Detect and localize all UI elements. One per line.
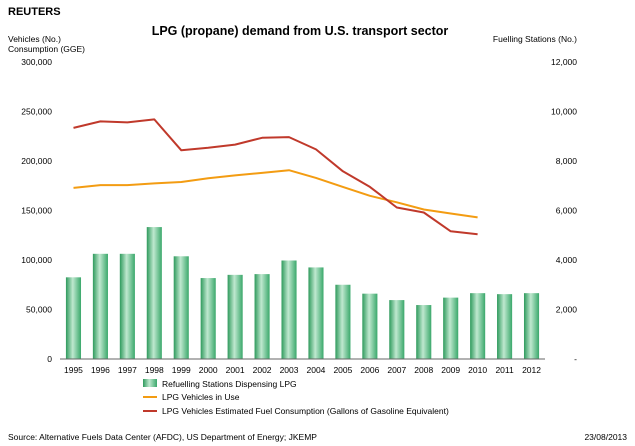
bar-stations-2011 xyxy=(497,294,513,359)
right-tick-label: 12,000 xyxy=(551,57,577,67)
legend-label-vehicles: LPG Vehicles in Use xyxy=(162,392,240,402)
left-tick-label: 50,000 xyxy=(26,305,52,315)
x-tick-label: 2012 xyxy=(522,365,541,375)
legend-swatch-stations xyxy=(143,379,157,387)
x-tick-label: 1995 xyxy=(64,365,83,375)
bar-stations-2005 xyxy=(335,284,351,359)
left-tick-label: 150,000 xyxy=(21,206,52,216)
bar-stations-2001 xyxy=(227,274,243,359)
x-tick-label: 2006 xyxy=(360,365,379,375)
bar-stations-2008 xyxy=(416,305,432,359)
bar-stations-2003 xyxy=(281,260,297,359)
bar-stations-1998 xyxy=(146,227,162,359)
x-tick-label: 2011 xyxy=(495,365,514,375)
right-tick-label: - xyxy=(574,354,577,364)
bar-stations-2009 xyxy=(443,297,459,359)
x-tick-label: 1996 xyxy=(91,365,110,375)
line-fuel-consumption xyxy=(73,118,478,236)
right-tick-label: 4,000 xyxy=(556,255,578,265)
bar-stations-2006 xyxy=(362,293,378,359)
chart-title: LPG (propane) demand from U.S. transport… xyxy=(152,24,449,38)
left-tick-label: 300,000 xyxy=(21,57,52,67)
x-tick-label: 2003 xyxy=(280,365,299,375)
x-tick-label: 1998 xyxy=(145,365,164,375)
left-axis-label-line-2: Consumption (GGE) xyxy=(8,44,85,54)
x-tick-label: 2002 xyxy=(253,365,272,375)
line-series xyxy=(73,118,478,236)
bar-stations-1997 xyxy=(119,253,135,359)
legend: Refuelling Stations Dispensing LPG LPG V… xyxy=(143,379,449,416)
right-axis-label: Fuelling Stations (No.) xyxy=(493,34,577,44)
legend-label-stations: Refuelling Stations Dispensing LPG xyxy=(162,379,297,389)
right-tick-label: 8,000 xyxy=(556,156,578,166)
bar-stations-2007 xyxy=(389,300,405,359)
source-note: Source: Alternative Fuels Data Center (A… xyxy=(8,432,317,442)
bar-series xyxy=(65,227,540,359)
bar-stations-1996 xyxy=(92,253,108,359)
x-tick-label: 2008 xyxy=(414,365,433,375)
x-tick-label: 2004 xyxy=(307,365,326,375)
right-axis-ticks: - 2,000 4,000 6,000 8,000 10,000 12,000 xyxy=(551,57,577,364)
x-axis-tick-labels: 1995 1996 1997 1998 1999 2000 2001 2002 2003 2004… xyxy=(64,365,541,375)
left-tick-label: 250,000 xyxy=(21,107,52,117)
left-axis-ticks: 0 50,000 100,000 150,000 200,000 250,000 300,0… xyxy=(21,57,52,364)
left-axis-label-line-1: Vehicles (No.) xyxy=(8,34,61,44)
bar-stations-2010 xyxy=(470,293,486,359)
right-tick-label: 2,000 xyxy=(556,305,578,315)
bar-stations-2002 xyxy=(254,274,270,359)
line-vehicles-in-use xyxy=(73,169,478,219)
right-tick-label: 10,000 xyxy=(551,107,577,117)
x-tick-label: 2005 xyxy=(333,365,352,375)
x-tick-label: 2009 xyxy=(441,365,460,375)
legend-label-fuel: LPG Vehicles Estimated Fuel Consumption … xyxy=(162,406,449,416)
x-tick-label: 1999 xyxy=(172,365,191,375)
x-tick-label: 1997 xyxy=(118,365,137,375)
bar-stations-2012 xyxy=(523,293,540,359)
bar-stations-2000 xyxy=(200,278,216,359)
bar-stations-2004 xyxy=(308,267,324,359)
left-tick-label: 100,000 xyxy=(21,255,52,265)
x-tick-label: 2000 xyxy=(199,365,218,375)
x-tick-label: 2010 xyxy=(468,365,487,375)
left-tick-label: 200,000 xyxy=(21,156,52,166)
bar-stations-1999 xyxy=(173,256,189,359)
brand-logo: REUTERS xyxy=(8,6,61,18)
publication-date: 23/08/2013 xyxy=(584,432,627,442)
left-tick-label: 0 xyxy=(47,354,52,364)
x-tick-label: 2001 xyxy=(226,365,245,375)
x-tick-label: 2007 xyxy=(387,365,406,375)
bar-stations-1995 xyxy=(65,277,82,359)
right-tick-label: 6,000 xyxy=(556,206,578,216)
